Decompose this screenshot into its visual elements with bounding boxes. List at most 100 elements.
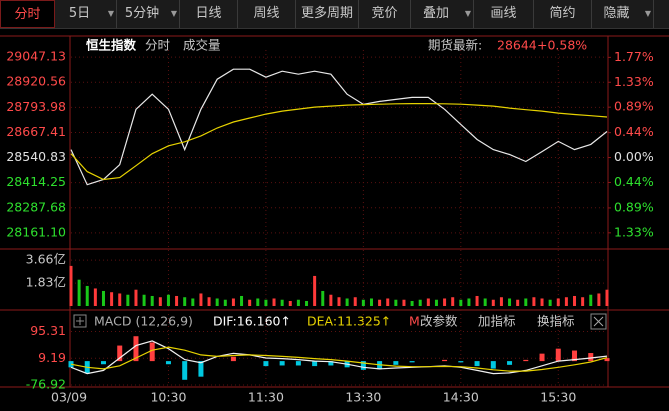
y-tick-label: 28540.83 (6, 149, 66, 164)
macd-bar (360, 361, 366, 370)
macd-bar (230, 356, 236, 362)
macd-bar (133, 336, 139, 362)
volume-bar (386, 298, 390, 306)
volume-bar (280, 299, 284, 306)
volume-bar (451, 297, 455, 306)
tab[interactable]: 分时 (0, 0, 55, 28)
volume-bar (394, 299, 398, 306)
subtitle: 成交量 (183, 38, 221, 53)
y2-tick-label: 0.00% (614, 149, 654, 164)
button[interactable]: 加指标 (478, 314, 516, 329)
tab[interactable]: 叠加 (411, 0, 474, 28)
tab[interactable]: 5分钟 (117, 0, 180, 28)
volume-bar (402, 299, 406, 306)
quote-change: +0.58% (537, 38, 587, 53)
macd-bar (117, 345, 123, 362)
macd-bar (555, 348, 561, 362)
series-line (70, 346, 608, 372)
volume-bar (361, 299, 365, 306)
y-tick-label: 28287.68 (6, 199, 66, 214)
volume-bar (199, 293, 203, 306)
volume-bar (305, 300, 309, 306)
volume-bar (467, 298, 471, 306)
tab[interactable]: 隐藏 (592, 0, 654, 28)
volume-bar (426, 298, 430, 306)
indicator-value: DIF:16.160↑ (213, 314, 291, 329)
macd-bar (523, 359, 529, 362)
volume-bar (101, 290, 105, 306)
chart-title: 恒生指数 (86, 38, 137, 53)
y2-tick-label: 0.89% (614, 199, 654, 214)
y-tick-label: 28414.25 (6, 174, 66, 189)
indicator-value: M (409, 314, 420, 329)
y-tick-label: 3.66亿 (26, 252, 66, 267)
volume-bar (231, 298, 235, 306)
volume-bar (532, 297, 536, 306)
volume-bar (329, 294, 333, 306)
x-tick-label: 10:30 (150, 390, 186, 405)
volume-bar (418, 299, 422, 306)
y-tick-label: -76.92 (26, 377, 66, 392)
series-line (70, 103, 608, 181)
macd-bar (442, 359, 448, 362)
volume-bar (77, 279, 81, 306)
volume-bar (166, 294, 170, 306)
volume-bar (508, 298, 512, 306)
volume-bar (150, 295, 154, 306)
volume-bar (369, 298, 373, 306)
close-icon (593, 316, 604, 327)
macd-bar (263, 361, 269, 367)
indicator-title: MACD (12,26,9) (94, 314, 193, 329)
volume-bar (85, 285, 89, 306)
volume-bar (142, 294, 146, 306)
volume-bar (345, 298, 349, 306)
volume-bar (69, 265, 73, 306)
macd-bar (572, 350, 578, 362)
volume-bar (605, 289, 609, 306)
volume-bar (540, 298, 544, 306)
volume-bar (223, 299, 227, 306)
volume-bar (158, 297, 162, 306)
volume-bar (321, 290, 325, 306)
quote-label: 期货最新: (428, 38, 482, 53)
y2-tick-label: 1.33% (614, 224, 654, 239)
volume-bar (443, 298, 447, 306)
volume-bar (516, 299, 520, 306)
volume-bar (459, 299, 463, 306)
button[interactable]: 改参数 (420, 314, 458, 329)
tab[interactable]: 简约 (534, 0, 592, 28)
indicator-value: DEA:11.325↑ (307, 314, 391, 329)
tab[interactable]: 竞价 (359, 0, 411, 28)
toolbar: 分时5日5分钟日线周线更多周期竞价叠加画线简约隐藏 (0, 0, 669, 29)
quote-value: 28644 (497, 38, 537, 53)
macd-bar (165, 361, 171, 365)
volume-bar (548, 299, 552, 306)
button[interactable]: 换指标 (537, 314, 575, 329)
tab[interactable]: 周线 (238, 0, 296, 28)
indicator-icon[interactable] (73, 314, 87, 328)
tab[interactable]: 画线 (474, 0, 534, 28)
volume-bar (581, 297, 585, 306)
volume-bar (248, 299, 252, 306)
volume-bar (475, 295, 479, 306)
macd-bar (295, 361, 301, 366)
tab[interactable]: 日线 (180, 0, 238, 28)
volume-bar (207, 297, 211, 306)
y-tick-label: 28161.10 (6, 224, 66, 239)
tab[interactable]: 5日 (55, 0, 117, 28)
y-tick-label: 28667.41 (6, 124, 66, 139)
macd-bar (182, 361, 188, 380)
volume-bar (589, 294, 593, 306)
y2-tick-label: 0.44% (614, 124, 654, 139)
tab[interactable]: 更多周期 (296, 0, 359, 28)
volume-bar (499, 297, 503, 306)
close-button[interactable] (590, 313, 607, 330)
x-tick-label: 15:30 (540, 390, 576, 405)
volume-bar (256, 298, 260, 306)
volume-bar (573, 295, 577, 306)
y-tick-label: 1.83亿 (26, 275, 66, 290)
series-line (70, 68, 608, 186)
volume-bar (337, 297, 341, 306)
y-tick-label: 29047.13 (6, 49, 66, 64)
